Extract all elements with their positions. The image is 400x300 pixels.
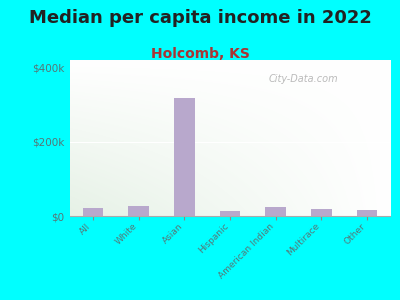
Text: Median per capita income in 2022: Median per capita income in 2022 [28, 9, 372, 27]
Text: City-Data.com: City-Data.com [269, 74, 338, 84]
Bar [128, 206, 149, 216]
Bar [82, 208, 103, 216]
Bar [220, 211, 240, 216]
Bar [357, 210, 378, 216]
Bar [174, 98, 194, 216]
Bar [266, 207, 286, 216]
Text: Holcomb, KS: Holcomb, KS [150, 46, 250, 61]
Bar [311, 209, 332, 216]
